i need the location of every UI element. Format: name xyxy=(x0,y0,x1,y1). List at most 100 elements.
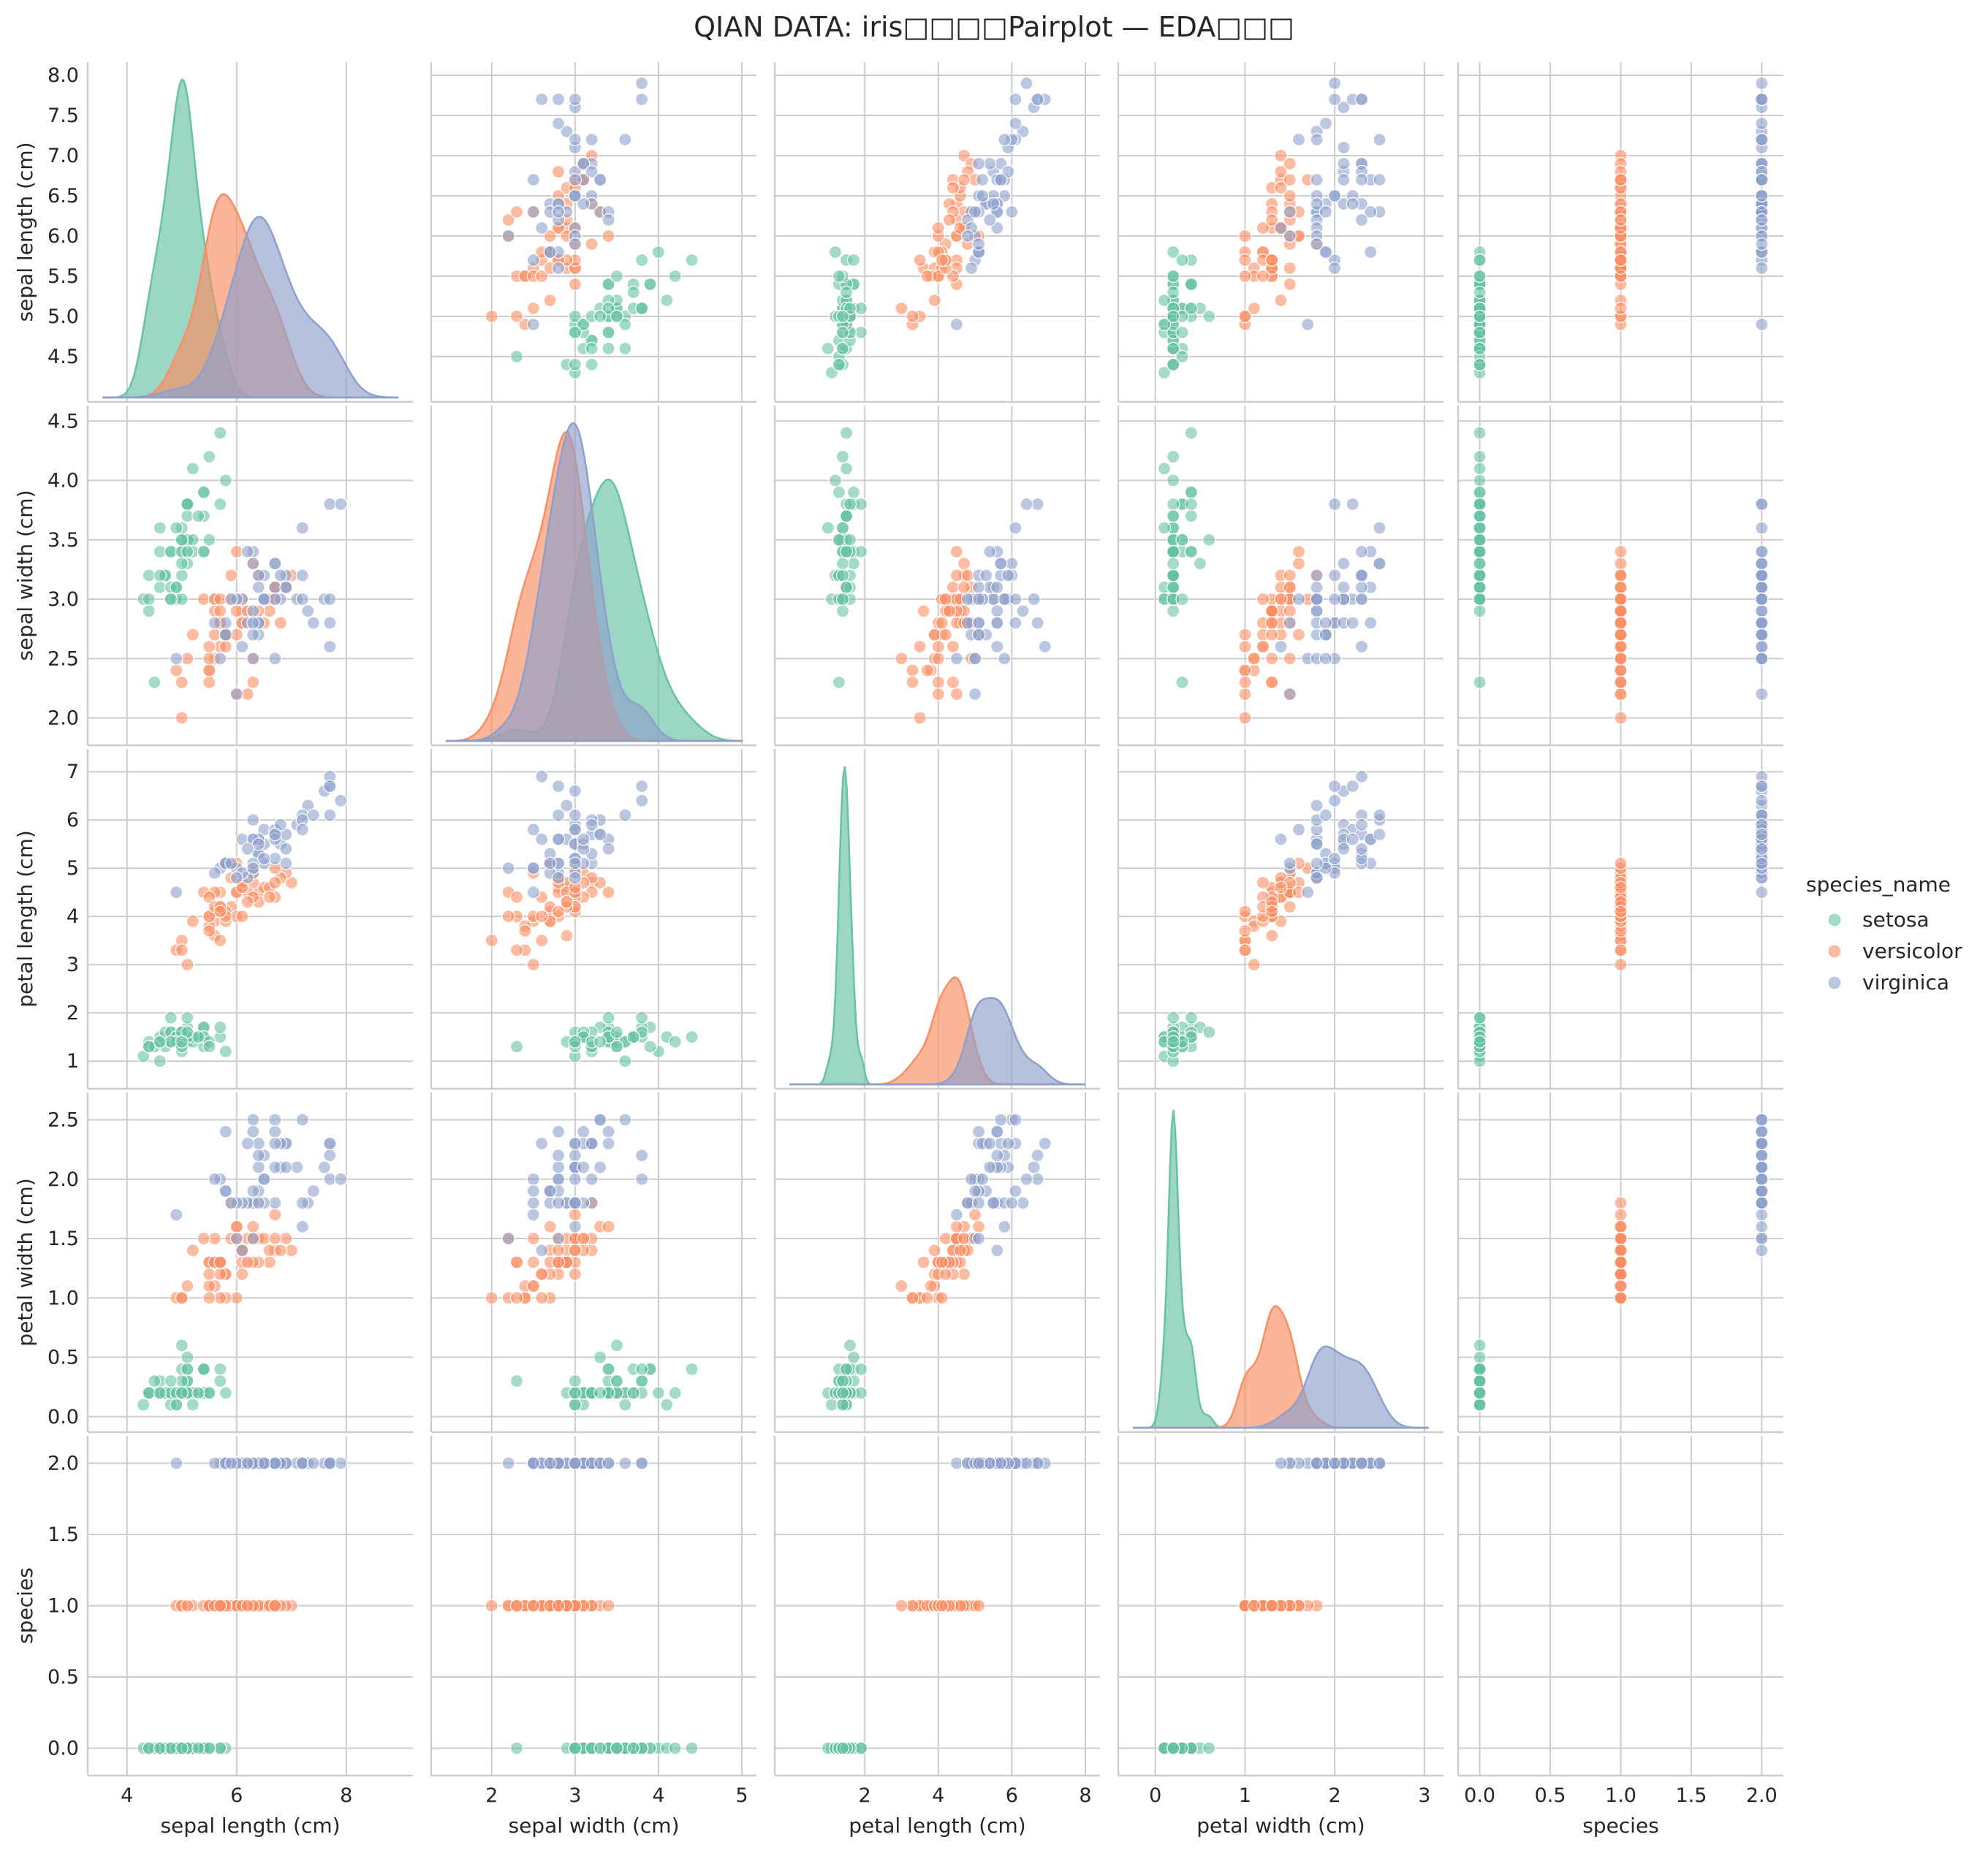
point-setosa xyxy=(602,1011,615,1024)
point-setosa xyxy=(685,1030,699,1044)
point-virginica xyxy=(1755,317,1769,332)
point-virginica xyxy=(1009,521,1023,535)
point-virginica xyxy=(535,221,549,235)
point-versicolor xyxy=(1614,1267,1628,1281)
point-virginica xyxy=(1291,592,1306,606)
point-versicolor xyxy=(931,687,945,701)
point-virginica xyxy=(998,132,1012,147)
point-setosa xyxy=(568,1374,582,1388)
point-virginica xyxy=(1031,1172,1044,1186)
point-virginica xyxy=(975,189,990,203)
point-virginica xyxy=(170,652,183,666)
point-setosa xyxy=(835,341,850,356)
point-virginica xyxy=(219,1184,232,1198)
point-versicolor xyxy=(938,628,952,642)
point-virginica xyxy=(1337,842,1351,856)
x-tick-label: 0 xyxy=(1149,1784,1161,1807)
point-setosa xyxy=(170,521,183,535)
point-virginica xyxy=(998,592,1012,606)
point-virginica xyxy=(960,616,975,630)
x-tick-label: 4 xyxy=(932,1784,944,1807)
point-virginica xyxy=(1354,842,1369,856)
kde-virginica xyxy=(102,216,399,399)
point-setosa xyxy=(137,1398,151,1412)
panel-r1-c5 xyxy=(1457,62,1783,403)
point-setosa xyxy=(1473,269,1487,284)
point-virginica xyxy=(994,172,1008,187)
point-virginica xyxy=(1310,568,1324,582)
point-setosa xyxy=(839,544,854,559)
point-virginica xyxy=(295,568,309,582)
point-setosa xyxy=(643,277,657,292)
point-setosa xyxy=(626,1386,640,1400)
point-virginica xyxy=(1310,172,1324,187)
point-versicolor xyxy=(931,652,945,666)
point-setosa xyxy=(634,1374,649,1388)
point-versicolor xyxy=(202,924,216,938)
point-versicolor xyxy=(585,237,599,251)
point-virginica xyxy=(1755,521,1769,535)
point-setosa xyxy=(610,1741,624,1755)
panel-r2-c2 xyxy=(430,406,756,747)
point-virginica xyxy=(535,832,549,846)
point-virginica xyxy=(968,205,982,219)
point-versicolor xyxy=(202,639,216,654)
point-versicolor xyxy=(1247,301,1261,316)
point-virginica xyxy=(235,1244,249,1258)
point-virginica xyxy=(551,1149,566,1163)
point-virginica xyxy=(960,229,975,243)
point-setosa xyxy=(1473,580,1487,594)
point-virginica xyxy=(246,557,260,571)
point-setosa xyxy=(202,449,216,464)
point-versicolor xyxy=(1283,261,1297,275)
point-virginica xyxy=(1327,779,1342,794)
point-setosa xyxy=(186,1398,200,1412)
y-axis-label-sepal-width-cm: sepal width (cm) xyxy=(13,490,37,661)
point-setosa xyxy=(843,1339,857,1353)
point-versicolor xyxy=(1283,568,1297,582)
x-tick-label: 4 xyxy=(121,1784,133,1807)
point-setosa xyxy=(181,1350,194,1364)
point-versicolor xyxy=(273,1244,287,1258)
point-setosa xyxy=(854,497,868,511)
point-virginica xyxy=(1337,100,1351,115)
point-setosa xyxy=(148,675,162,689)
point-setosa xyxy=(835,1398,850,1412)
point-virginica xyxy=(334,497,348,511)
point-virginica xyxy=(1020,1456,1033,1470)
point-virginica xyxy=(257,592,271,606)
point-setosa xyxy=(175,1741,189,1755)
point-versicolor xyxy=(202,675,216,689)
point-versicolor xyxy=(543,293,557,308)
point-versicolor xyxy=(1283,156,1297,171)
point-versicolor xyxy=(1614,880,1628,894)
point-virginica xyxy=(1755,544,1769,559)
point-setosa xyxy=(839,426,854,440)
point-setosa xyxy=(153,1386,167,1400)
point-virginica xyxy=(593,1160,607,1174)
panel-r5-c5 xyxy=(1457,1436,1783,1777)
y-tick-label: 6.5 xyxy=(48,185,79,208)
point-versicolor xyxy=(1614,1196,1628,1210)
panel-r5-c1 xyxy=(86,1436,413,1777)
point-virginica xyxy=(1755,1231,1769,1246)
point-virginica xyxy=(1291,823,1306,837)
point-setosa xyxy=(1166,557,1180,571)
point-virginica xyxy=(1354,172,1369,187)
point-virginica xyxy=(246,628,260,642)
point-virginica xyxy=(213,652,227,666)
point-setosa xyxy=(164,1011,178,1024)
point-setosa xyxy=(1473,592,1487,606)
y-tick-label: 3.5 xyxy=(48,529,79,552)
point-setosa xyxy=(153,1054,167,1068)
point-virginica xyxy=(251,1149,265,1163)
point-virginica xyxy=(1337,172,1351,187)
point-versicolor xyxy=(1614,652,1628,666)
point-setosa xyxy=(1473,604,1487,618)
point-versicolor xyxy=(1614,1208,1628,1222)
point-virginica xyxy=(1337,580,1351,594)
point-virginica xyxy=(1346,616,1359,630)
panel-r3-c5 xyxy=(1457,749,1783,1090)
point-setosa xyxy=(610,1040,624,1054)
point-virginica xyxy=(1020,497,1033,511)
